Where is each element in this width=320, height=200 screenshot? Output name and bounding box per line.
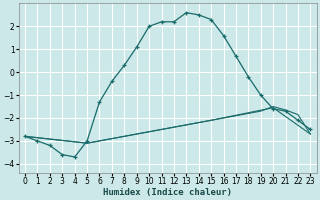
X-axis label: Humidex (Indice chaleur): Humidex (Indice chaleur): [103, 188, 232, 197]
